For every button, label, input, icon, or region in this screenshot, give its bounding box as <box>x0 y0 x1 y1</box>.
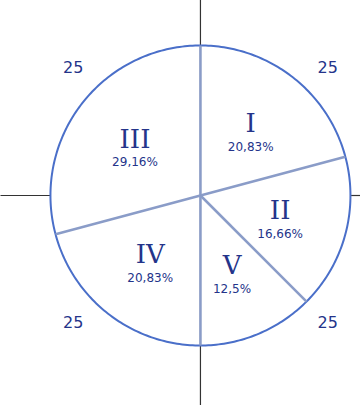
svg-text:II: II <box>270 195 291 225</box>
svg-text:I: I <box>246 108 256 138</box>
svg-text:V: V <box>222 250 243 280</box>
svg-text:III: III <box>120 124 151 154</box>
svg-text:20,83%: 20,83% <box>228 140 274 154</box>
svg-text:16,66%: 16,66% <box>257 227 303 241</box>
svg-text:20,83%: 20,83% <box>127 271 173 285</box>
svg-text:25: 25 <box>318 58 338 77</box>
svg-text:12,5%: 12,5% <box>213 282 251 296</box>
svg-text:25: 25 <box>63 58 83 77</box>
svg-text:25: 25 <box>63 313 83 332</box>
svg-text:IV: IV <box>136 239 166 269</box>
svg-text:29,16%: 29,16% <box>112 155 158 169</box>
svg-text:25: 25 <box>318 313 338 332</box>
